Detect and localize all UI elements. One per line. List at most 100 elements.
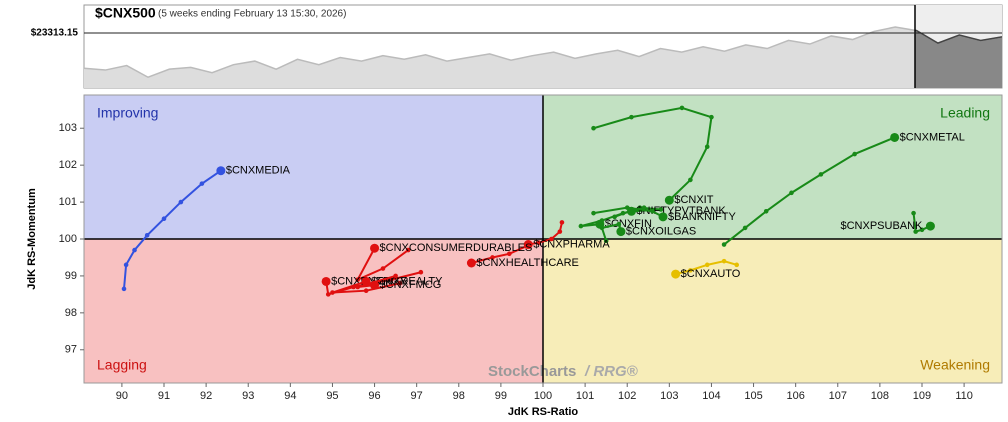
series-label: $CNXPHARMA: [533, 238, 610, 250]
head-point: [890, 132, 900, 142]
tail-point: [629, 114, 634, 120]
tail-point: [721, 242, 727, 247]
series-label: $CNXAUTO: [681, 268, 741, 280]
quadrant-improving: [84, 95, 543, 239]
tail-point: [650, 209, 655, 214]
tail-line: [123, 169, 222, 289]
tail-point: [620, 210, 626, 216]
tail-point: [393, 273, 398, 279]
tail-point: [523, 244, 529, 249]
tail-point: [818, 172, 824, 177]
price-area-recent: [915, 30, 1002, 88]
series-label: $CNXMETAL: [900, 131, 965, 143]
x-tick-label: 105: [744, 390, 762, 402]
tail-point: [688, 177, 693, 183]
tail-point: [549, 236, 554, 242]
tail-point: [658, 207, 664, 212]
series-label: $CNXCONSUMERDURABLES: [380, 242, 533, 254]
x-tick-label: 109: [913, 390, 931, 402]
tail-point: [325, 292, 331, 297]
series-label: $CNXMEDIA: [226, 165, 291, 177]
tail-point: [123, 262, 129, 268]
quadrant-label: Leading: [940, 105, 990, 121]
x-tick-label: 93: [242, 390, 254, 402]
tail-point: [704, 144, 710, 149]
tail-point: [624, 205, 630, 210]
series-label: $CNXFIN: [605, 218, 652, 230]
tail-point: [578, 223, 584, 229]
tail-point: [734, 262, 740, 268]
y-tick-label: 99: [65, 270, 77, 282]
head-point: [671, 269, 681, 279]
tail-point: [721, 258, 727, 264]
tail-point: [591, 210, 596, 216]
x-tick-label: 104: [702, 390, 720, 402]
x-tick-label: 91: [158, 390, 170, 402]
tail-point: [397, 281, 403, 286]
quadrant-label: Lagging: [97, 357, 147, 373]
tail-point: [380, 266, 386, 271]
y-tick-label: 100: [59, 233, 77, 245]
y-axis-label: JdK RS-Momentum: [26, 188, 38, 290]
tail-point: [852, 151, 857, 157]
tail-point: [789, 190, 794, 196]
series-label: $CNXOILGAS: [626, 226, 696, 238]
y-tick-label: 98: [65, 307, 77, 319]
head-point: [925, 221, 935, 231]
tail-point: [355, 277, 361, 282]
series-label: $BANKNIFTY: [668, 211, 737, 223]
tail-point: [557, 229, 563, 234]
x-tick-label: 106: [786, 390, 804, 402]
head-point: [658, 212, 668, 222]
x-axis-label: JdK RS-Ratio: [508, 406, 579, 418]
head-point: [664, 195, 674, 205]
head-point: [616, 227, 626, 237]
x-tick-label: 102: [618, 390, 636, 402]
x-tick-label: 110: [955, 390, 973, 402]
price-area: [84, 26, 1002, 88]
tail-point: [688, 268, 693, 273]
tail-point: [913, 229, 918, 234]
price-line: [83, 26, 1003, 79]
tail-point: [704, 262, 710, 268]
quadrant-lagging: [84, 239, 543, 383]
x-tick-label: 101: [576, 390, 594, 402]
quadrant-label: Improving: [97, 105, 158, 121]
tail-point: [490, 255, 495, 260]
y-tick-label: 103: [59, 122, 77, 134]
tail-point: [178, 199, 184, 205]
x-tick-label: 95: [326, 390, 338, 402]
watermark: / RRG®: [584, 363, 639, 380]
tail-point: [132, 247, 137, 253]
tail-point: [363, 288, 369, 293]
tail-line: [332, 280, 401, 294]
chart-title: $CNX500: [95, 5, 156, 21]
tail-point: [418, 269, 424, 275]
series-label: $CNXHEALTHCARE: [476, 257, 579, 269]
tail-point: [763, 209, 769, 214]
series-label: $CNXIT: [674, 194, 713, 206]
price-reference-label: $23313.15: [31, 28, 79, 39]
watermark: StockCharts: [488, 363, 576, 380]
tail-point: [161, 216, 167, 221]
tail-point: [709, 114, 714, 120]
tail-line: [355, 247, 409, 282]
x-tick-label: 92: [200, 390, 212, 402]
tail-point: [591, 125, 596, 131]
y-tick-label: 102: [59, 159, 77, 171]
head-point: [370, 243, 380, 253]
head-point: [370, 280, 380, 290]
tail-point: [742, 225, 748, 231]
tail-point: [144, 233, 150, 238]
head-point: [466, 258, 476, 268]
head-point: [321, 276, 331, 286]
tail-point: [536, 240, 542, 245]
tail-line: [912, 213, 931, 233]
tail-point: [121, 286, 127, 292]
x-tick-label: 97: [411, 390, 423, 402]
tail-point: [355, 284, 361, 290]
y-tick-label: 101: [59, 196, 77, 208]
x-tick-label: 96: [368, 390, 380, 402]
x-tick-label: 103: [660, 390, 678, 402]
head-point: [216, 166, 226, 176]
